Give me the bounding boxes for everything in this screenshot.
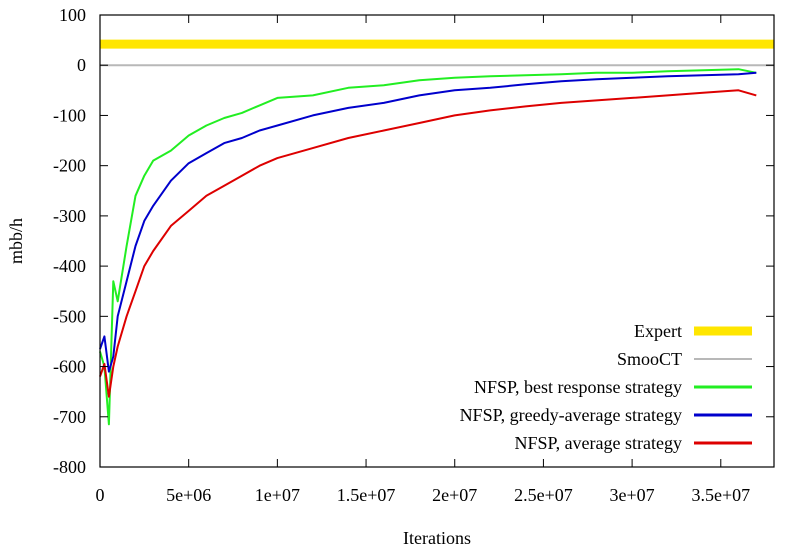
x-tick-label: 1.5e+07 (337, 485, 396, 505)
y-tick-label: -100 (53, 105, 86, 125)
x-axis-title: Iterations (403, 528, 471, 548)
legend: Expert SmooCT NFSP, best response strategy… (460, 321, 752, 453)
series-layer (99, 39, 774, 426)
x-tick-label: 5e+06 (166, 485, 211, 505)
y-tick-label: -300 (53, 206, 86, 226)
ticks-layer: -800 -700 -600 -500 -400 -300 -200 -100 0 100 0 5e+… (53, 5, 774, 505)
y-tick-label: 100 (59, 5, 86, 25)
legend-label-nfsp-average-strategy: NFSP, average strategy (515, 433, 682, 453)
series-line-nfsp-best-response-strategy (99, 68, 757, 426)
x-tick-label: 1e+07 (255, 485, 300, 505)
legend-label-expert: Expert (634, 321, 682, 341)
y-tick-label: -400 (53, 256, 86, 276)
y-tick-label: -500 (53, 306, 86, 326)
y-tick-label: -700 (53, 407, 86, 427)
y-tick-label: -800 (53, 457, 86, 477)
x-tick-label: 2.5e+07 (514, 485, 573, 505)
x-tick-label: 2e+07 (432, 485, 477, 505)
y-tick-label: -200 (53, 156, 86, 176)
x-tick-label: 3e+07 (610, 485, 655, 505)
legend-label-smooct: SmooCT (617, 349, 682, 369)
y-tick-label: -600 (53, 357, 86, 377)
x-tick-label: 0 (96, 485, 105, 505)
series-line-nfsp-average-strategy (99, 89, 757, 398)
legend-label-nfsp-greedy-average-strategy: NFSP, greedy-average strategy (460, 405, 682, 425)
plot-frame (99, 14, 775, 468)
legend-label-nfsp-best-response-strategy: NFSP, best response strategy (474, 377, 682, 397)
x-tick-label: 3.5e+07 (691, 485, 750, 505)
series-line-nfsp-greedy-average-strategy (99, 71, 757, 373)
y-axis-title: mbb/h (6, 218, 26, 264)
y-tick-label: 0 (77, 55, 86, 75)
